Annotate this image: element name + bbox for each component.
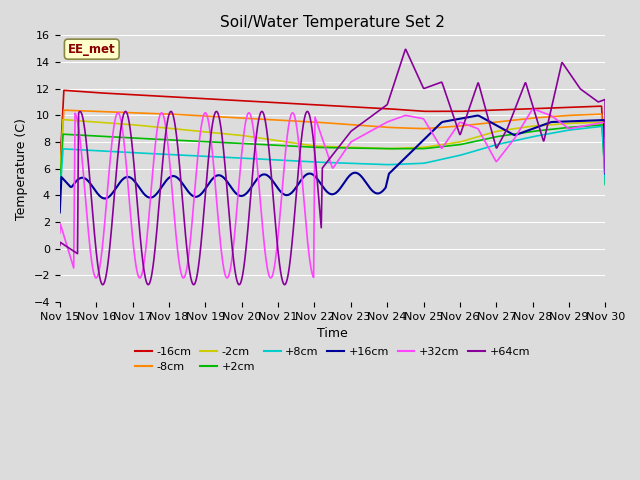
Y-axis label: Temperature (C): Temperature (C): [15, 118, 28, 220]
Text: EE_met: EE_met: [68, 43, 116, 56]
X-axis label: Time: Time: [317, 327, 348, 340]
Legend: -16cm, -8cm, -2cm, +2cm, +8cm, +16cm, +32cm, +64cm: -16cm, -8cm, -2cm, +2cm, +8cm, +16cm, +3…: [131, 342, 534, 376]
Title: Soil/Water Temperature Set 2: Soil/Water Temperature Set 2: [220, 15, 445, 30]
